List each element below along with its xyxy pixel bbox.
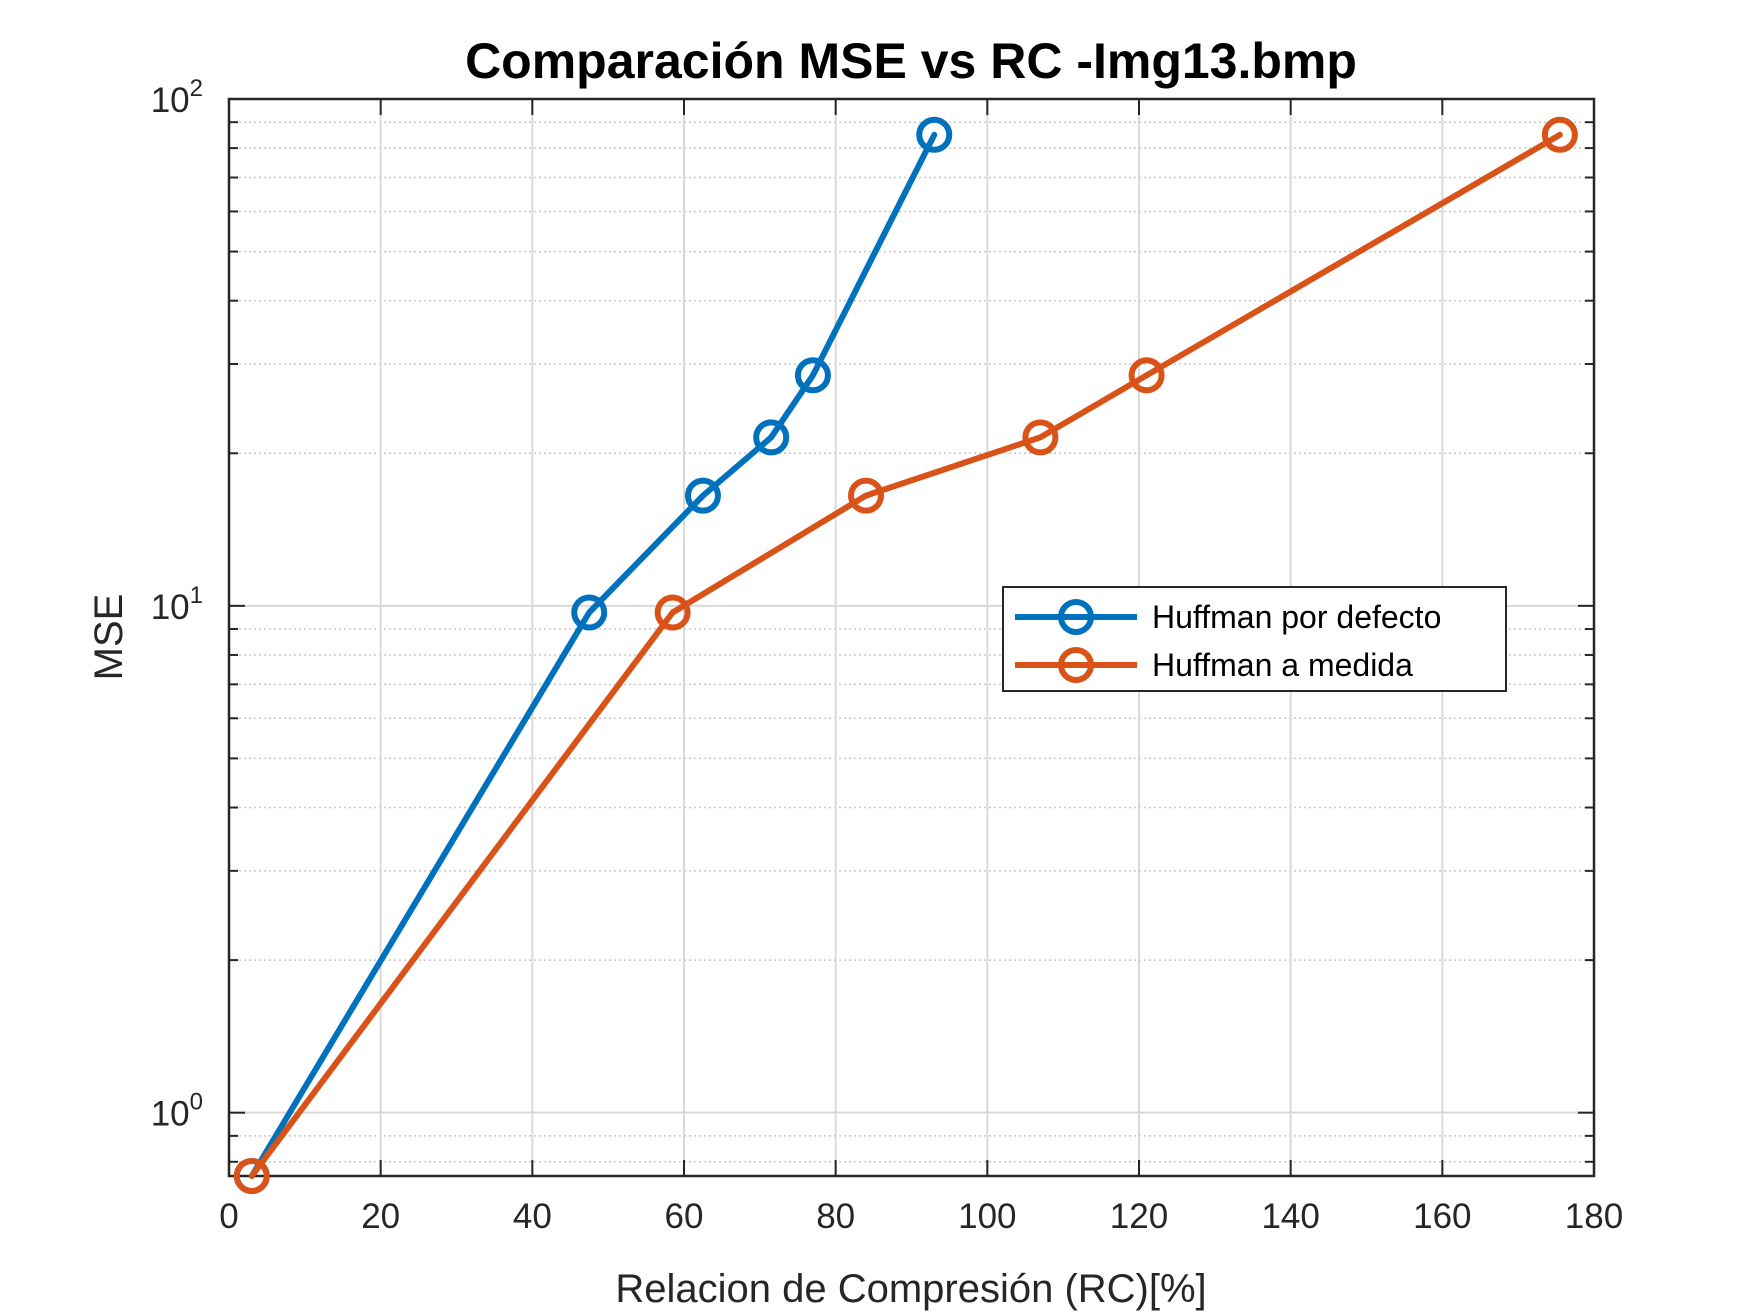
x-tick-labels: 0 20 40 60 80 100 120 140 160 180 — [219, 1197, 1623, 1236]
y-axis-label: MSE — [87, 594, 131, 681]
y-tick-label: 101 — [151, 582, 203, 627]
x-tick-label: 140 — [1261, 1197, 1319, 1236]
data-point-huffman-a-medida — [848, 477, 884, 514]
y-tick-base: 10 — [151, 81, 190, 120]
y-tick-label: 100 — [151, 1089, 203, 1134]
y-tick-label: 102 — [151, 75, 203, 120]
data-point-huffman-por-defecto — [684, 477, 721, 514]
x-tick-label: 160 — [1413, 1197, 1471, 1236]
x-tick-label: 40 — [513, 1197, 552, 1236]
x-tick-label: 100 — [958, 1197, 1016, 1236]
data-point-huffman-a-medida — [1541, 116, 1578, 153]
x-tick-label: 0 — [219, 1197, 238, 1236]
legend-label-huffman-a-medida: Huffman a medida — [1152, 647, 1413, 683]
legend-marker-huffman-a-medida — [1058, 647, 1094, 683]
chart-title: Comparación MSE vs RC -Img13.bmp — [465, 33, 1357, 89]
x-tick-label: 120 — [1110, 1197, 1168, 1236]
data-point-huffman-a-medida — [233, 1158, 270, 1194]
series-line-huffman-a-medida — [248, 131, 1563, 1179]
y-tick-base: 10 — [151, 1095, 190, 1134]
data-point-huffman-por-defecto — [916, 116, 953, 153]
y-tick-exponent: 0 — [190, 1089, 203, 1116]
x-tick-label: 60 — [665, 1197, 704, 1236]
y-tick-base: 10 — [151, 588, 190, 627]
y-tick-exponent: 2 — [190, 75, 203, 102]
legend-label-huffman-por-defecto: Huffman por defecto — [1152, 599, 1441, 635]
x-tick-label: 80 — [816, 1197, 855, 1236]
series-line-huffman-por-defecto — [248, 131, 938, 1179]
data-point-huffman-a-medida — [654, 594, 691, 631]
data-point-huffman-a-medida — [1022, 419, 1059, 456]
data-point-huffman-por-defecto — [794, 357, 831, 394]
y-tick-exponent: 1 — [190, 582, 203, 609]
x-axis-label: Relacion de Compresión (RC)[%] — [615, 1267, 1206, 1311]
x-tick-label: 20 — [361, 1197, 400, 1236]
legend: Huffman por defecto Huffman a medida — [1002, 586, 1507, 692]
data-point-huffman-a-medida — [1128, 357, 1165, 394]
x-tick-label: 180 — [1565, 1197, 1623, 1236]
data-point-huffman-por-defecto — [571, 594, 608, 631]
series — [233, 116, 1578, 1194]
plot-frame — [227, 97, 1596, 1178]
data-point-huffman-por-defecto — [753, 419, 790, 456]
legend-marker-huffman-por-defecto — [1058, 599, 1094, 635]
